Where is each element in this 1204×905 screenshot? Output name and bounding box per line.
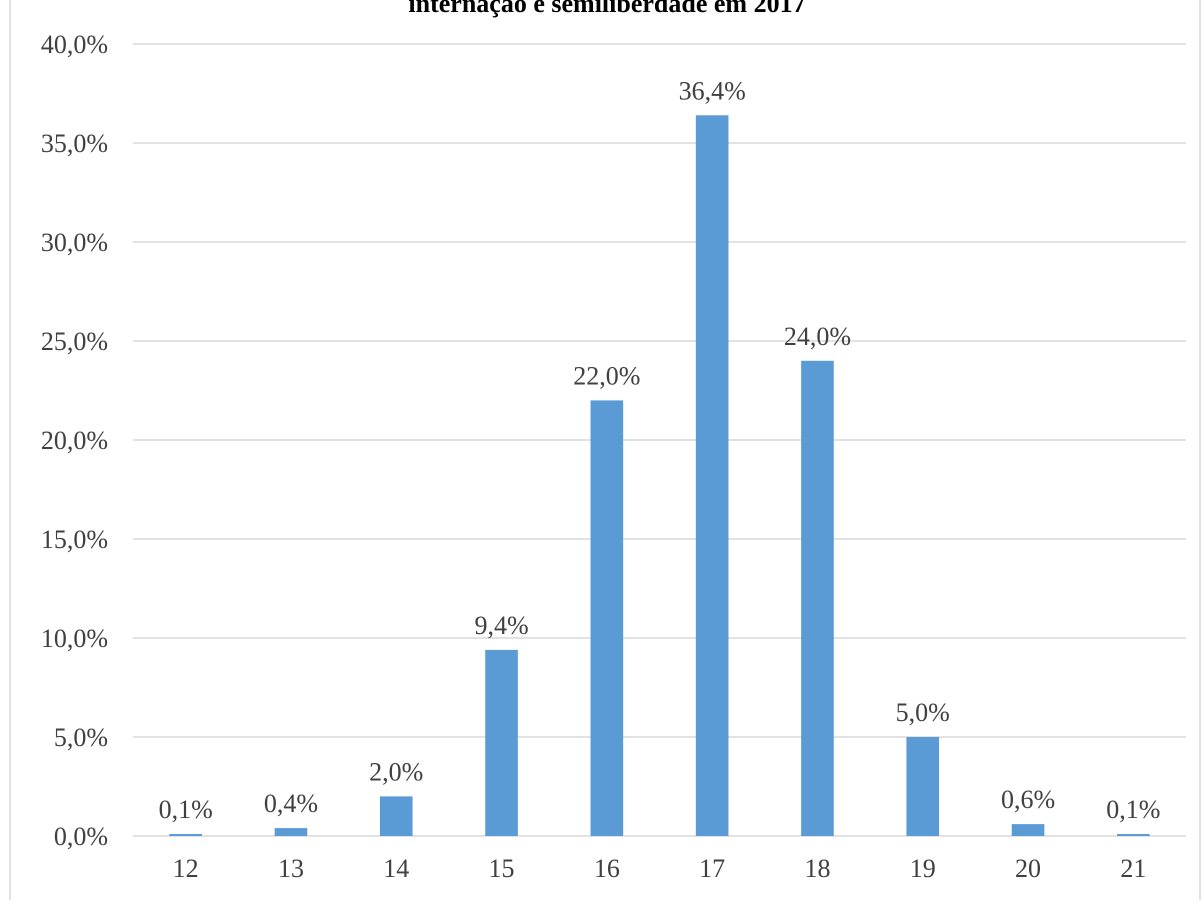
data-label: 0,4%	[264, 789, 318, 818]
data-label: 5,0%	[896, 698, 950, 727]
data-label: 24,0%	[784, 322, 851, 351]
bar	[485, 649, 518, 836]
bar	[801, 360, 834, 836]
y-tick-label: 35,0%	[41, 129, 108, 158]
bar	[1117, 834, 1150, 836]
x-tick-label: 14	[383, 854, 409, 883]
x-tick-label: 20	[1015, 854, 1041, 883]
x-tick-label: 13	[278, 854, 304, 883]
x-tick-label: 15	[489, 854, 515, 883]
data-label: 2,0%	[369, 757, 423, 786]
y-tick-label: 15,0%	[41, 525, 108, 554]
y-tick-label: 30,0%	[41, 228, 108, 257]
bar	[590, 400, 624, 836]
y-axis-tick-labels: 0,0% 5,0% 10,0% 15,0% 20,0% 25,0% 30,0% 35,0% 40…	[41, 30, 108, 851]
y-tick-label: 25,0%	[41, 327, 108, 356]
y-tick-label: 5,0%	[54, 723, 108, 752]
data-label: 0,6%	[1001, 785, 1055, 814]
data-label: 36,4%	[679, 76, 746, 105]
x-tick-label: 12	[173, 854, 199, 883]
data-labels: 0,1% 0,4% 2,0% 9,4% 22,0% 36,4% 24,0% 5,0% 0,6% 0…	[159, 76, 1161, 824]
data-label: 0,1%	[1106, 795, 1160, 824]
bars	[169, 115, 1150, 836]
data-label: 9,4%	[474, 611, 528, 640]
data-label: 0,1%	[159, 795, 213, 824]
x-tick-label: 16	[594, 854, 620, 883]
bar	[169, 834, 202, 836]
x-tick-label: 21	[1120, 854, 1146, 883]
x-tick-label: 19	[910, 854, 936, 883]
x-tick-label: 18	[804, 854, 830, 883]
x-axis-tick-labels: 12 13 14 15 16 17 18 19 20 21	[173, 854, 1147, 883]
data-label: 22,0%	[573, 361, 640, 390]
y-tick-label: 20,0%	[41, 426, 108, 455]
chart-title: internação e semiliberdade em 2017	[408, 0, 805, 18]
bar	[695, 115, 729, 836]
bar	[1011, 824, 1045, 836]
bar	[379, 796, 413, 836]
y-tick-label: 10,0%	[41, 624, 108, 653]
y-tick-label: 40,0%	[41, 30, 108, 59]
bar	[274, 828, 308, 836]
y-tick-label: 0,0%	[54, 822, 108, 851]
bar	[906, 737, 940, 836]
x-tick-label: 17	[699, 854, 725, 883]
grid-lines	[133, 43, 1186, 837]
